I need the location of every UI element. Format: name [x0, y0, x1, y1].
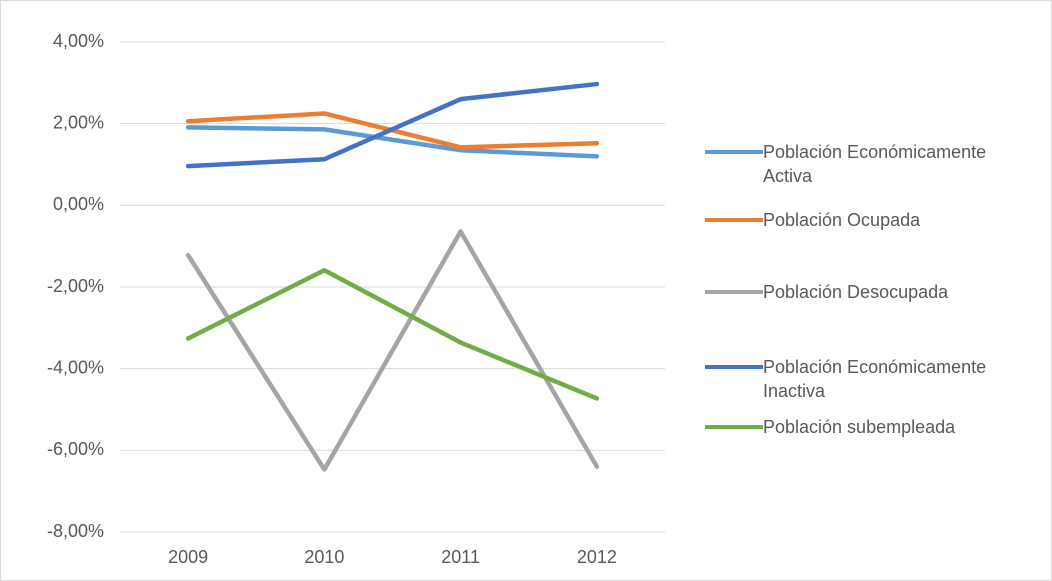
legend-swatch	[705, 365, 763, 369]
x-tick-label: 2011	[441, 547, 480, 567]
legend-item: Población subempleada	[705, 415, 1033, 439]
legend-item: Población Desocupada	[705, 280, 1033, 304]
y-tick-label: 4,00%	[53, 31, 104, 51]
y-tick-label: -2,00%	[47, 276, 104, 296]
x-tick-label: 2012	[577, 547, 617, 567]
series-line	[185, 81, 600, 169]
x-tick-label: 2010	[304, 547, 344, 567]
legend-label: Población Económicamente Activa	[763, 142, 987, 186]
legend-item: Población Económicamente Inactiva	[705, 355, 1033, 403]
legend-item: Población Ocupada	[705, 208, 1033, 232]
series-line	[185, 125, 600, 159]
legend-swatch	[705, 425, 763, 429]
series-line	[185, 268, 600, 401]
legend-label: Población Ocupada	[763, 210, 921, 230]
legend-label: Población Desocupada	[763, 282, 949, 302]
legend-item: Población Económicamente Activa	[705, 140, 1033, 188]
y-tick-label: 0,00%	[53, 194, 104, 214]
legend-swatch	[705, 150, 763, 154]
y-tick-label: -8,00%	[47, 521, 104, 541]
x-tick-label: 2009	[168, 547, 208, 567]
legend-label: Población Económicamente Inactiva	[763, 357, 987, 401]
y-tick-label: -4,00%	[47, 357, 104, 377]
legend-label: Población subempleada	[763, 417, 956, 437]
y-tick-label: 2,00%	[53, 112, 104, 132]
legend-swatch	[705, 218, 763, 222]
legend-swatch	[705, 290, 763, 294]
y-tick-label: -6,00%	[47, 439, 104, 459]
series-line	[185, 229, 600, 472]
